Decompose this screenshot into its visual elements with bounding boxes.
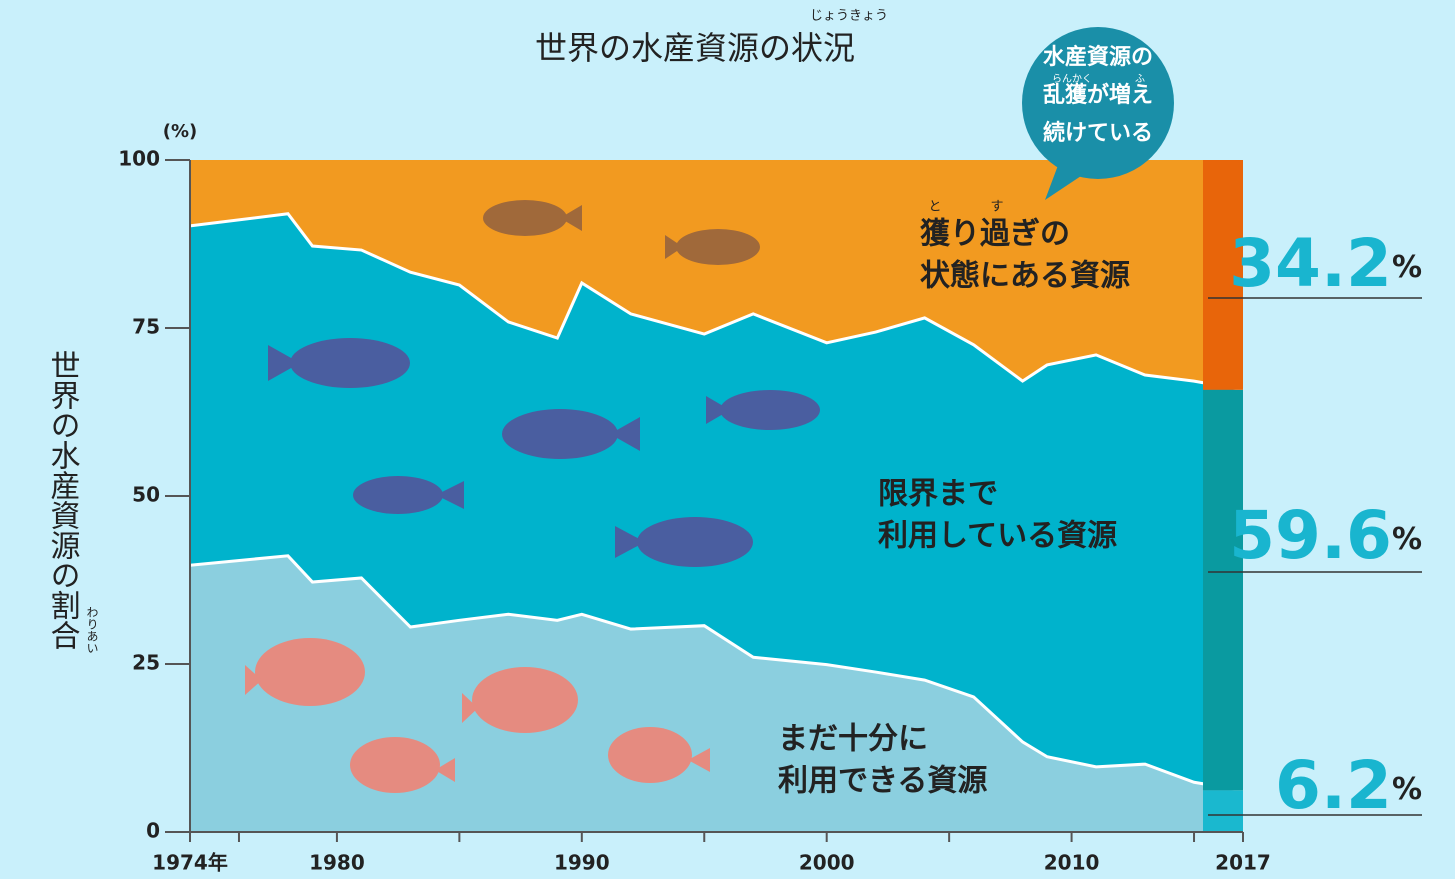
highlight-bar <box>1203 790 1243 832</box>
series-ruby: す <box>990 200 1003 215</box>
series-ruby: と <box>928 200 941 215</box>
y-tick-label: 75 <box>132 315 160 339</box>
callout-text: 乱獲が増え <box>1043 82 1153 108</box>
callout-ruby: ふ <box>1135 73 1145 85</box>
x-tick-label: 1980 <box>309 851 365 875</box>
y-unit: (%) <box>163 121 198 142</box>
chart-title: 世界の水産資源の状況 <box>535 29 855 67</box>
x-tick-label: 1974年 <box>152 851 228 875</box>
x-tick-label: 2017 <box>1215 851 1271 875</box>
series-label: 限界まで <box>878 477 998 512</box>
value-label: 6.2% <box>1275 747 1422 824</box>
y-tick-label: 0 <box>146 819 160 843</box>
callout-text: 続けている <box>1043 120 1153 146</box>
y-tick-label: 50 <box>132 483 160 507</box>
x-tick-label: 2000 <box>799 851 855 875</box>
y-label-ruby: わりあい <box>85 606 99 654</box>
series-label: 利用できる資源 <box>778 764 987 799</box>
callout-ruby: らんかく <box>1052 73 1092 85</box>
y-tick-label: 100 <box>118 147 160 171</box>
callout-text: 水産資源の <box>1043 44 1153 70</box>
series-label: 状態にある資源 <box>920 259 1130 294</box>
title-ruby: じょうきょう <box>810 9 888 24</box>
x-tick-label: 1990 <box>554 851 610 875</box>
y-tick-label: 25 <box>132 651 160 675</box>
series-label: まだ十分に <box>778 722 928 757</box>
series-label: 利用している資源 <box>878 519 1117 554</box>
value-label: 34.2% <box>1229 225 1422 302</box>
series-label: 獲り過ぎの <box>920 217 1070 252</box>
highlight-bar <box>1203 390 1243 791</box>
y-axis-label: 世界の水産資源の割合 <box>45 350 81 650</box>
x-tick-label: 2010 <box>1044 851 1100 875</box>
value-label: 59.6% <box>1229 497 1422 574</box>
chart: 世界の水産資源の状況 じょうきょう (%) 世界の水産資源の割合 わりあい 6.… <box>0 0 1455 879</box>
